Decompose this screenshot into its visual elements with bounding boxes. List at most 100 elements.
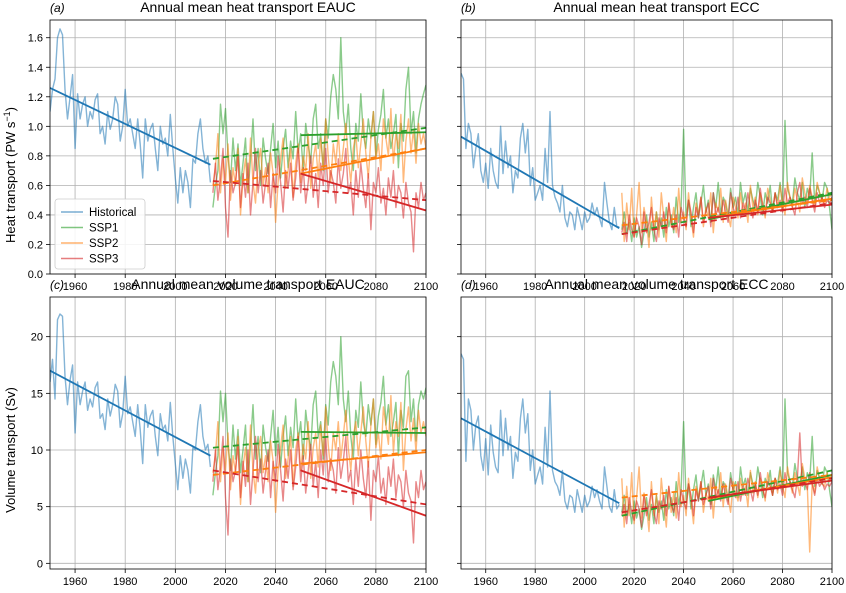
panel-c: 1960 1980 2000 2020 2040 2060 2080 2100 0 5 10 15 20…	[31, 276, 438, 588]
y-tick-label: 15	[31, 388, 43, 400]
trend-line-ssp3-solid	[708, 479, 832, 499]
y-tick-label: 0	[37, 558, 43, 570]
x-tick-label: 2100	[414, 281, 438, 293]
x-tick-label: 1960	[473, 576, 497, 588]
y-tick-label: 0.2	[28, 239, 43, 251]
trend-line-ssp2-dashed	[621, 474, 832, 499]
axes-frame	[49, 19, 427, 275]
x-tick-label: 2080	[364, 576, 388, 588]
trend-line-ssp2-dashed	[212, 449, 426, 476]
panel-d: 1960 1980 2000 2020 2040 2060 2080 2100 Annual m…	[457, 276, 844, 588]
legend-label-ssp2: SSP2	[89, 238, 118, 250]
y-tick-label: 0.4	[28, 210, 43, 222]
trend-line-ssp1-dashed	[621, 191, 832, 236]
y-tick-label: 0.8	[28, 151, 43, 163]
x-tick-label: 2100	[414, 576, 438, 588]
chart-title: Annual mean heat transport ECC	[553, 0, 759, 15]
x-tick-label: 2020	[213, 281, 237, 293]
x-tick-label: 2020	[213, 576, 237, 588]
trend-line-historical-solid	[461, 135, 620, 229]
y-axis-label-volume: Volume transport (Sv)	[3, 387, 18, 513]
chart-title: Annual mean volume transport EAUC	[131, 276, 364, 292]
trend-line-ssp2-solid	[300, 451, 426, 465]
x-tick-label: 2100	[820, 576, 844, 588]
series-line-historical	[50, 28, 212, 209]
x-tick-label: 1980	[523, 281, 547, 293]
y-tick-label: 1.4	[28, 62, 43, 74]
x-tick-label: 1980	[113, 281, 137, 293]
trend-line-historical-solid	[50, 87, 211, 166]
panel-label: (a)	[50, 1, 65, 15]
trend-line-ssp3-solid	[300, 172, 426, 212]
series-line-ssp3	[212, 147, 426, 253]
trend-line-historical-solid	[461, 417, 620, 505]
series-line-historical	[461, 72, 620, 231]
trend-line-ssp2-dashed	[212, 147, 426, 187]
trend-line-ssp3-solid	[300, 469, 426, 517]
chart-title: Annual mean volume transport ECC	[544, 276, 768, 292]
trend-line-ssp3-dashed	[621, 202, 832, 236]
y-tick-label: 0.6	[28, 180, 43, 192]
trend-line-historical-solid	[50, 369, 211, 457]
x-tick-label: 2040	[263, 576, 287, 588]
x-tick-label: 1960	[473, 281, 497, 293]
panel-b: 1960 1980 2000 2020 2040 2060 2080 2100 Annual m…	[457, 0, 844, 293]
x-tick-label: 2060	[721, 576, 745, 588]
x-tick-label: 2080	[364, 281, 388, 293]
trend-line-ssp1-dashed	[621, 469, 832, 517]
panel-label: (b)	[461, 1, 476, 15]
panel-label: (d)	[461, 278, 476, 292]
x-tick-label: 2000	[163, 281, 187, 293]
x-tick-label: 2080	[770, 576, 794, 588]
plot-area	[461, 72, 832, 249]
legend: Historical SSP1 SSP2 SSP3	[54, 198, 146, 270]
series-line-historical	[461, 353, 620, 513]
y-tick-label: 5	[37, 502, 43, 514]
x-tick-label: 2080	[770, 281, 794, 293]
series-line-historical	[50, 313, 212, 494]
x-tick-label: 1960	[63, 281, 87, 293]
x-tick-label: 2000	[572, 576, 596, 588]
x-tick-label: 2020	[622, 281, 646, 293]
x-tick-label: 2100	[820, 281, 844, 293]
axes-frame	[460, 296, 833, 570]
y-tick-label: 1.2	[28, 92, 43, 104]
trend-line-ssp1-dashed	[212, 426, 426, 449]
plot-area	[50, 28, 426, 253]
y-axis-label-heat: Heat transport (PW s−1)	[2, 107, 18, 243]
y-tick-label: 20	[31, 332, 43, 344]
trend-line-ssp3-solid	[708, 203, 832, 219]
chart-title: Annual mean heat transport EAUC	[140, 0, 356, 15]
x-tick-label: 2000	[163, 576, 187, 588]
legend-label-historical: Historical	[89, 207, 136, 219]
trend-line-ssp2-solid	[300, 147, 426, 175]
x-tick-label: 2060	[313, 281, 337, 293]
trend-line-ssp1-solid	[300, 131, 426, 137]
trend-line-ssp2-dashed	[621, 199, 832, 227]
x-tick-label: 1960	[63, 576, 87, 588]
panel-a: 1960 1980 2000 2020 2040 2060 2080 2100 0.0 0.2 0.…	[28, 0, 439, 293]
trend-line-ssp3-dashed	[212, 469, 426, 506]
legend-label-ssp1: SSP1	[89, 223, 118, 235]
x-tick-label: 2060	[313, 576, 337, 588]
y-tick-label: 10	[31, 445, 43, 457]
plot-area	[50, 313, 426, 544]
legend-label-ssp3: SSP3	[89, 254, 118, 266]
trend-line-ssp1-dashed	[212, 126, 426, 160]
axes-frame	[49, 296, 427, 570]
legend-box	[54, 198, 146, 270]
trend-line-ssp3-dashed	[212, 180, 426, 202]
x-tick-label: 1980	[523, 576, 547, 588]
axes-frame	[460, 19, 833, 275]
x-tick-label: 2040	[671, 281, 695, 293]
y-tick-label: 1.0	[28, 121, 43, 133]
x-tick-label: 2060	[721, 281, 745, 293]
x-tick-label: 2020	[622, 576, 646, 588]
trend-line-ssp3-dashed	[621, 477, 832, 514]
y-tick-label: 0.0	[28, 269, 43, 281]
plot-area	[461, 353, 832, 553]
trend-line-ssp1-solid	[300, 430, 426, 434]
x-tick-label: 1980	[113, 576, 137, 588]
x-tick-label: 2040	[263, 281, 287, 293]
